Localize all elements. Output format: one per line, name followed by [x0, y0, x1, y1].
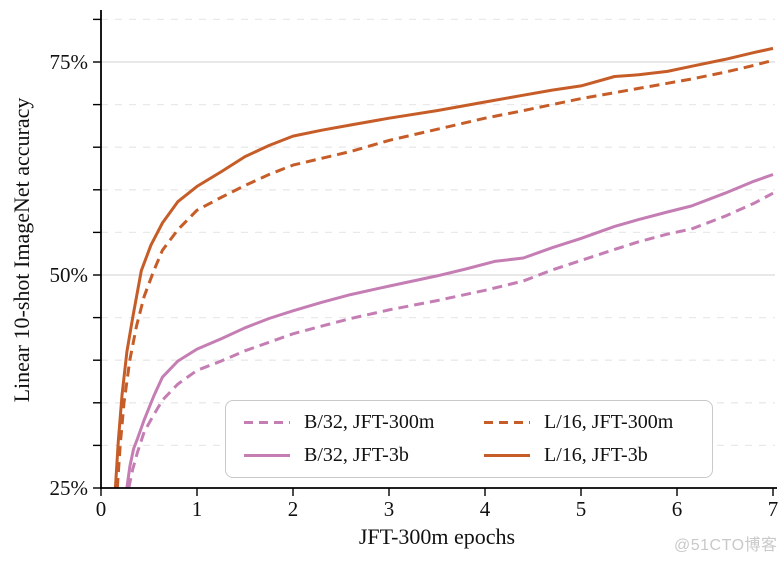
x-tick-label-4: 4	[480, 497, 491, 521]
x-tick-label-6: 6	[672, 497, 683, 521]
legend: B/32, JFT-300m L/16, JFT-300m B/32, JFT-…	[225, 400, 713, 478]
legend-item-b32-jft3b: B/32, JFT-3b	[244, 444, 454, 467]
legend-item-b32-jft300m: B/32, JFT-300m	[244, 411, 454, 434]
legend-line-sample-solid-pink	[244, 454, 290, 457]
legend-line-sample-solid-orange	[484, 454, 530, 457]
legend-label: B/32, JFT-300m	[304, 411, 435, 433]
x-tick-label-5: 5	[576, 497, 587, 521]
watermark: @51CTO博客	[674, 537, 778, 554]
legend-line-sample-dashed-pink	[244, 421, 290, 424]
series-line-l16-jft300m	[115, 58, 774, 489]
y-tick-label-50%: 50%	[50, 263, 89, 287]
y-tick-label-25%: 25%	[50, 476, 89, 500]
x-tick-label-0: 0	[96, 497, 107, 521]
x-tick-label-2: 2	[288, 497, 299, 521]
series-line-b32-jft3b	[125, 173, 774, 489]
legend-item-l16-jft3b: L/16, JFT-3b	[484, 444, 694, 467]
series-line-l16-jft3b	[113, 46, 774, 489]
legend-item-l16-jft300m: L/16, JFT-300m	[484, 411, 694, 434]
x-tick-label-3: 3	[384, 497, 395, 521]
x-axis-label: JFT-300m epochs	[358, 524, 516, 549]
y-axis-label: Linear 10-shot ImageNet accuracy	[9, 97, 34, 403]
series-line-b32-jft300m	[127, 191, 774, 489]
x-tick-label-1: 1	[192, 497, 203, 521]
legend-label: B/32, JFT-3b	[304, 444, 409, 466]
legend-line-sample-dashed-orange	[484, 421, 530, 424]
y-tick-label-75%: 75%	[50, 50, 89, 74]
x-tick-label-7: 7	[768, 497, 779, 521]
legend-label: L/16, JFT-300m	[544, 411, 674, 433]
legend-label: L/16, JFT-3b	[544, 444, 648, 466]
